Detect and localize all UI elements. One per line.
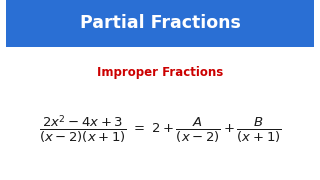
Text: $\dfrac{2x^2 - 4x + 3}{(x-2)(x+1)}\ =\ 2 + \dfrac{A}{(x-2)} + \dfrac{B}{(x+1)}$: $\dfrac{2x^2 - 4x + 3}{(x-2)(x+1)}\ =\ 2… [39,114,281,145]
Text: Improper Fractions: Improper Fractions [97,66,223,79]
FancyBboxPatch shape [6,0,314,47]
Text: Partial Fractions: Partial Fractions [80,14,240,32]
